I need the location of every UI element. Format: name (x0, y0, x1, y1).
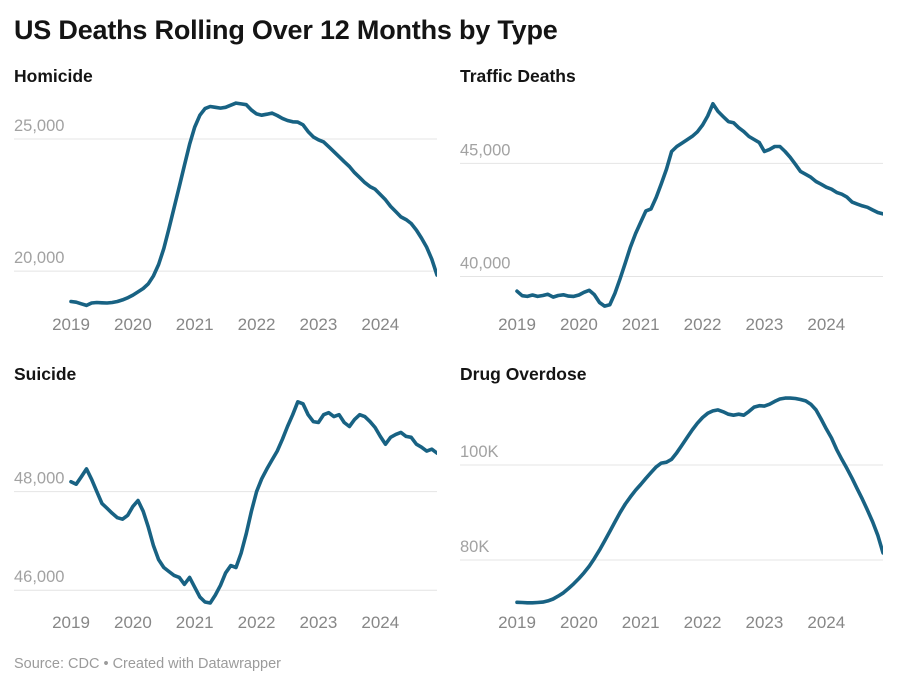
chart-svg: 48,000 46,000 2019 2020 2021 2022 2023 2024 (14, 400, 437, 632)
y-axis-label: 25,000 (14, 117, 64, 135)
x-axis-label: 2022 (684, 315, 722, 334)
series-line (69, 101, 437, 308)
panel-title-drug-overdose: Drug Overdose (460, 364, 587, 385)
footer: Source: CDC • Created with Datawrapper (14, 656, 883, 672)
series-line (69, 400, 437, 606)
panel-title-suicide: Suicide (14, 364, 77, 385)
x-axis-label: 2023 (299, 315, 337, 334)
y-axis-label: 80K (460, 538, 489, 556)
x-axis-label: 2019 (498, 613, 536, 632)
small-multiples-grid: Homicide 25,000 20,000 2019 2020 2021 2022 202… (14, 66, 883, 640)
y-axis-label: 20,000 (14, 249, 64, 267)
page-title: US Deaths Rolling Over 12 Months by Type (14, 15, 558, 45)
y-axis-label: 45,000 (460, 142, 510, 160)
x-axis-label: 2020 (114, 613, 152, 632)
panel-title-traffic-deaths: Traffic Deaths (460, 66, 576, 87)
chart-svg: 45,000 40,000 2019 2020 2021 2022 2023 2024 (460, 102, 883, 334)
x-axis-label: 2021 (176, 315, 214, 334)
datawrapper-credit-link[interactable]: Created with Datawrapper (112, 656, 282, 673)
x-axis-label: 2021 (622, 613, 660, 632)
y-axis-label: 100K (460, 443, 499, 461)
chart-svg: 25,000 20,000 2019 2020 2021 2022 2023 2024 (14, 101, 437, 334)
source-label: Source: (14, 656, 68, 673)
x-axis-label: 2023 (745, 315, 783, 334)
x-axis-label: 2024 (361, 613, 399, 632)
x-axis-label: 2020 (114, 315, 152, 334)
y-axis-label: 40,000 (460, 255, 510, 273)
x-axis-label: 2021 (622, 315, 660, 334)
x-axis-label: 2024 (807, 613, 845, 632)
series-line (515, 102, 883, 309)
chart-svg: 100K 80K 2019 2020 2021 2022 2023 2024 (460, 396, 883, 632)
chart-container: US Deaths Rolling Over 12 Months by Type… (14, 15, 883, 672)
footer-separator: • (99, 656, 113, 673)
x-axis-label: 2020 (560, 613, 598, 632)
x-axis-label: 2024 (807, 315, 845, 334)
x-axis-label: 2023 (745, 613, 783, 632)
x-axis-label: 2024 (361, 315, 399, 334)
x-axis-label: 2023 (299, 613, 337, 632)
x-axis-label: 2020 (560, 315, 598, 334)
y-axis-label: 48,000 (14, 470, 64, 488)
panel-title-homicide: Homicide (14, 66, 93, 87)
panel-traffic-deaths: Traffic Deaths 45,000 40,000 2019 2020 2021 2… (460, 66, 883, 342)
series-line (515, 396, 883, 605)
panel-suicide: Suicide 48,000 46,000 2019 2020 2021 2022 2023… (14, 364, 437, 640)
x-axis-label: 2019 (52, 613, 90, 632)
x-axis-label: 2022 (684, 613, 722, 632)
y-axis-label: 46,000 (14, 569, 64, 587)
panel-drug-overdose: Drug Overdose 100K 80K 2019 2020 2021 2022 202… (460, 364, 883, 640)
x-axis-label: 2022 (238, 613, 276, 632)
x-axis-label: 2022 (238, 315, 276, 334)
x-axis-label: 2021 (176, 613, 214, 632)
x-axis-label: 2019 (52, 315, 90, 334)
x-axis-label: 2019 (498, 315, 536, 334)
panel-homicide: Homicide 25,000 20,000 2019 2020 2021 2022 202… (14, 66, 437, 342)
source-link[interactable]: CDC (68, 656, 100, 673)
